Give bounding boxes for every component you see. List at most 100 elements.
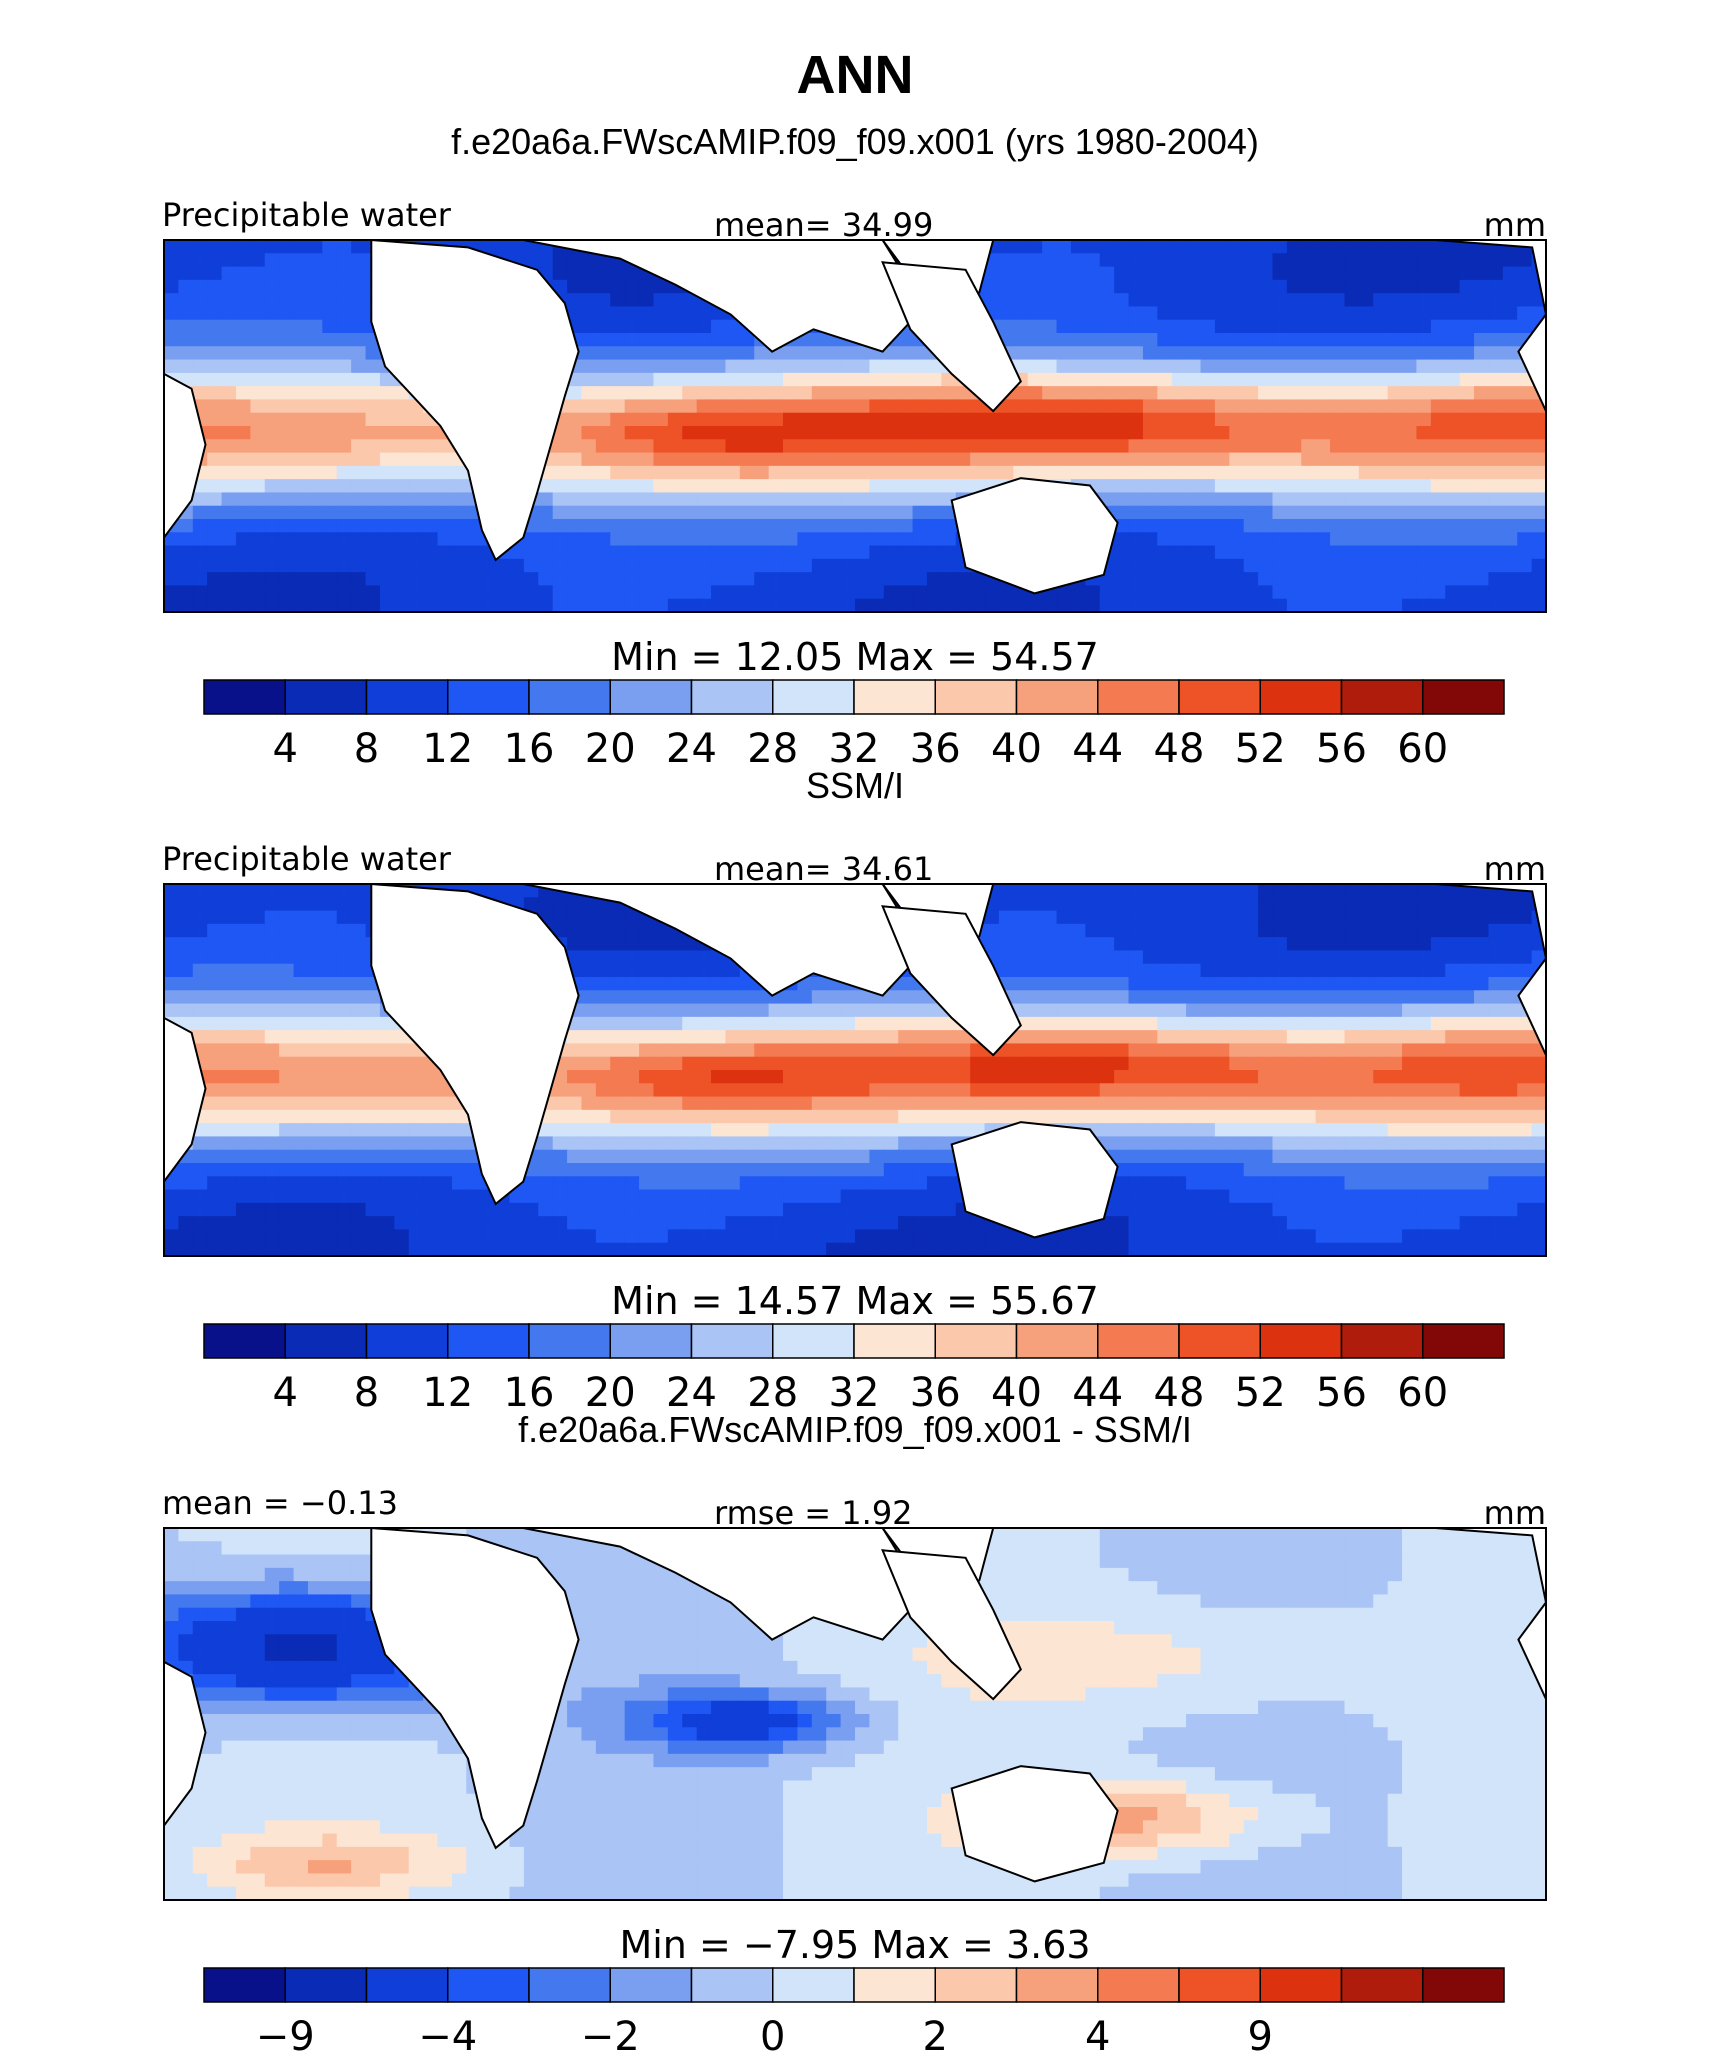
colorbar-tick-label: 16	[504, 1370, 555, 1416]
colorbar-tick-label: 24	[666, 1370, 717, 1416]
colorbar-swatch	[284, 679, 368, 715]
colorbar-tick-label: 56	[1316, 1370, 1367, 1416]
colorbar-tick-label: −2	[581, 2014, 640, 2051]
colorbar-swatch	[1015, 1967, 1099, 2003]
colorbar-swatch	[690, 679, 774, 715]
panel-units: mm	[1484, 206, 1546, 244]
landmass	[950, 1121, 1119, 1239]
colorbar-tick-label: 8	[354, 1370, 379, 1416]
colorbar-swatch	[365, 1323, 449, 1359]
colorbar-tick-label: 16	[504, 726, 555, 772]
panel-minmax: Min = 12.05 Max = 54.57	[611, 635, 1099, 679]
landmass	[881, 905, 1022, 1057]
colorbar-swatch	[853, 679, 936, 715]
colorbar-tick-label: 28	[747, 726, 798, 772]
landmass	[164, 372, 207, 540]
colorbar-tick-label: 40	[991, 1370, 1042, 1416]
colorbar-swatch	[1178, 1967, 1261, 2003]
panel-units: mm	[1484, 850, 1546, 888]
colorbar-tick-label: 0	[760, 2014, 785, 2051]
colorbar-swatch	[934, 1967, 1018, 2003]
colorbar-swatch	[528, 1323, 611, 1359]
colorbar-tick-label: −4	[418, 2014, 477, 2051]
panel-heading: f.e20a6a.FWscAMIP.f09_f09.x001 - SSM/I	[518, 1409, 1192, 1450]
colorbar-swatch	[1340, 1967, 1424, 2003]
colorbar-tick-label: 12	[422, 726, 473, 772]
colorbar-swatch	[934, 679, 1018, 715]
landmass	[164, 1016, 207, 1184]
colorbar-tick-label: 60	[1397, 1370, 1448, 1416]
colorbar-swatch	[1178, 679, 1261, 715]
colorbar-tick-label: 48	[1154, 1370, 1205, 1416]
colorbar-swatch	[609, 679, 693, 715]
colorbar-swatch	[690, 1967, 774, 2003]
colorbar-swatch	[690, 1323, 774, 1359]
colorbar-tick-label: −9	[256, 2014, 315, 2051]
figure-title: ANN	[797, 45, 914, 105]
colorbar-swatch	[772, 1967, 855, 2003]
panel-heading: f.e20a6a.FWscAMIP.f09_f09.x001 (yrs 1980…	[451, 121, 1259, 162]
colorbar-tick-label: 52	[1235, 1370, 1286, 1416]
landmass	[370, 240, 580, 562]
panel-left-label: mean = −0.13	[162, 1484, 398, 1522]
colorbar-swatch	[1015, 679, 1099, 715]
landmass	[881, 261, 1022, 413]
colorbar-swatch	[1259, 679, 1343, 715]
colorbar-tick-label: 44	[1072, 1370, 1123, 1416]
map-frame	[163, 1527, 1547, 1901]
colorbar-swatch	[609, 1967, 693, 2003]
colorbar-tick-label: 8	[354, 726, 379, 772]
panel-units: mm	[1484, 1494, 1546, 1532]
panel-1: f.e20a6a.FWscAMIP.f09_f09.x001 (yrs 1980…	[162, 121, 1547, 772]
colorbar-swatch	[1340, 679, 1424, 715]
colorbar-swatch	[772, 1323, 855, 1359]
colorbar-tick-label: 20	[585, 726, 636, 772]
colorbar-tick-label: 12	[422, 1370, 473, 1416]
colorbar-tick-label: 40	[991, 726, 1042, 772]
panels: f.e20a6a.FWscAMIP.f09_f09.x001 (yrs 1980…	[162, 121, 1547, 2051]
map-field	[164, 240, 1546, 612]
colorbar-swatch	[203, 679, 286, 715]
colorbar-swatch	[1422, 1967, 1505, 2003]
colorbar-swatch	[1178, 1323, 1261, 1359]
colorbar-tick-label: 4	[1085, 2014, 1110, 2051]
colorbar-tick-label: 44	[1072, 726, 1123, 772]
colorbar-tick-label: 52	[1235, 726, 1286, 772]
panel-center-label: mean= 34.61	[714, 850, 933, 888]
colorbar-swatch	[934, 1323, 1018, 1359]
colorbar-swatch	[203, 1967, 286, 2003]
landmass	[881, 1549, 1022, 1701]
colorbar: 4 8 12 16 20 24 28 32 36 40 44 48 52 56 60	[203, 679, 1505, 772]
colorbar-tick-label: 48	[1154, 726, 1205, 772]
colorbar-swatch	[365, 1967, 449, 2003]
colorbar-swatch	[528, 1967, 611, 2003]
colorbar-swatch	[1015, 1323, 1099, 1359]
colorbar-tick-label: 4	[273, 1370, 298, 1416]
landmass	[1435, 1528, 1546, 1700]
colorbar-tick-label: 60	[1397, 726, 1448, 772]
colorbar: 4 8 12 16 20 24 28 32 36 40 44 48 52 56 60	[203, 1323, 1505, 1416]
colorbar-tick-label: 4	[273, 726, 298, 772]
landmass	[950, 1765, 1119, 1883]
colorbar-swatch	[853, 1323, 936, 1359]
colorbar-swatch	[1259, 1323, 1343, 1359]
colorbar-swatch	[528, 679, 611, 715]
colorbar-swatch	[1097, 1323, 1180, 1359]
colorbar-tick-label: 24	[666, 726, 717, 772]
colorbar-swatch	[203, 1323, 286, 1359]
landmass	[164, 1660, 207, 1828]
landmass	[1435, 240, 1546, 412]
colorbar-swatch	[447, 1323, 530, 1359]
landmass	[370, 884, 580, 1206]
colorbar-tick-label: 9	[1248, 2014, 1273, 2051]
colorbar-tick-label: 20	[585, 1370, 636, 1416]
colorbar-tick-label: 2	[923, 2014, 948, 2051]
colorbar-tick-label: 56	[1316, 726, 1367, 772]
colorbar-swatch	[284, 1967, 368, 2003]
panel-left-label: Precipitable water	[162, 196, 452, 234]
colorbar-swatch	[1259, 1967, 1343, 2003]
colorbar-tick-label: 36	[910, 726, 961, 772]
colorbar-swatch	[772, 679, 855, 715]
colorbar-tick-label: 32	[829, 1370, 880, 1416]
